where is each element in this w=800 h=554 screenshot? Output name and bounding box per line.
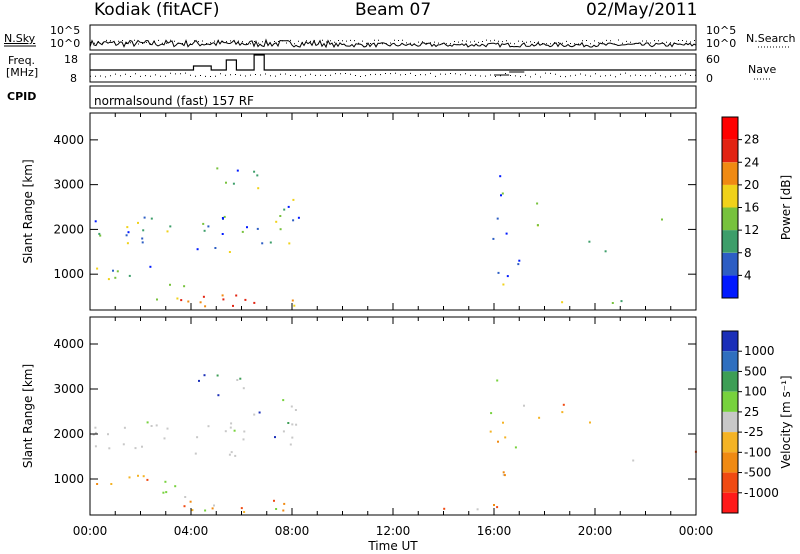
power-colorbar-tick-label: 24 (744, 155, 759, 169)
velocity-colorbar-tick-label: 25 (744, 405, 759, 419)
nave-tick-high: 60 (706, 53, 720, 66)
nsearch-label: N.Search (746, 32, 796, 45)
velocity-ytick-label: 2000 (53, 427, 84, 441)
freq-unit-label: [MHz] (6, 66, 39, 79)
velocity-colorbar-cell (722, 472, 738, 493)
power-panel-frame (89, 112, 697, 311)
power-ytick-label: 2000 (53, 222, 84, 236)
velocity-colorbar-tick-label: -100 (744, 445, 771, 459)
velocity-ytick-label: 3000 (53, 382, 84, 396)
nsky-tick-low: 10^0 (50, 37, 81, 50)
xtick-label: 00:00 (73, 524, 108, 538)
nave-tick-low: 0 (706, 72, 713, 85)
power-colorbar-tick-label: 16 (744, 201, 759, 215)
power-colorbar-tick-label: 28 (744, 133, 759, 147)
nsky-tick-high: 10^5 (50, 24, 81, 37)
nsky-trace (89, 38, 697, 49)
power-colorbar-cell (722, 139, 738, 163)
power-colorbar-cell (722, 275, 738, 298)
velocity-colorbar-cell (722, 411, 738, 433)
freq-tick-low: 8 (70, 72, 77, 85)
velocity-colorbar-frame (721, 330, 739, 514)
velocity-colorbar-cell (722, 351, 738, 372)
nsearch-trace (90, 39, 695, 45)
freq-label: Freq. (8, 54, 36, 67)
velocity-colorbar-tick-label: 100 (744, 385, 767, 399)
nsearch-tick-low: 10^0 (706, 37, 737, 50)
velocity-panel-frame (89, 316, 697, 516)
freq-tick-high: 18 (64, 53, 78, 66)
velocity-colorbar-tick-label: -1000 (744, 486, 779, 500)
page-title: Kodiak (fitACF) (94, 0, 220, 20)
beam-label: Beam 07 (355, 0, 432, 20)
cpid-label: CPID (7, 90, 37, 103)
velocity-ytick-label: 1000 (53, 472, 84, 486)
power-ytick-label: 4000 (53, 133, 84, 147)
velocity-colorbar-cell (722, 492, 738, 513)
nave-trace (90, 72, 696, 78)
power-colorbar-cell (722, 184, 738, 208)
power-colorbar-cell (722, 207, 738, 231)
power-colorbar-label: Power [dB] (779, 175, 793, 240)
power-ylabel: Slant Range [km] (21, 159, 35, 263)
velocity-colorbar-cell (722, 371, 738, 392)
power-colorbar-tick-label: 12 (744, 223, 759, 237)
velocity-colorbar-tick-label: -500 (744, 466, 771, 480)
power-ytick-label: 1000 (53, 267, 84, 281)
velocity-ytick-label: 4000 (53, 337, 84, 351)
velocity-ylabel: Slant Range [km] (21, 364, 35, 468)
nsky-label: N.Sky (4, 32, 36, 45)
nsky-panel-frame (89, 24, 697, 51)
power-panel (94, 167, 663, 308)
velocity-colorbar-tick-label: 1000 (744, 344, 775, 358)
freq-trace (90, 54, 696, 71)
velocity-colorbar-cell (722, 452, 738, 473)
freq-panel-frame (89, 53, 697, 83)
velocity-colorbar-tick-label: 500 (744, 364, 767, 378)
xtick-label: 04:00 (174, 524, 209, 538)
power-colorbar-cell (722, 252, 738, 276)
power-colorbar-tick-label: 8 (744, 246, 752, 260)
xtick-label: 12:00 (376, 524, 411, 538)
power-ytick-label: 3000 (53, 178, 84, 192)
xtick-label: 08:00 (275, 524, 310, 538)
power-colorbar-tick-label: 20 (744, 178, 759, 192)
velocity-panel (92, 374, 697, 513)
cpid-text: normalsound (fast) 157 RF (94, 94, 254, 108)
date-label: 02/May/2011 (586, 0, 698, 20)
velocity-colorbar-cell (722, 432, 738, 453)
velocity-colorbar-tick-label: -25 (744, 425, 764, 439)
nave-steps (494, 71, 525, 76)
nsearch-tick-high: 10^5 (706, 24, 737, 37)
power-colorbar-cell (722, 230, 738, 253)
xtick-label: 00:00 (679, 524, 714, 538)
cpid-panel-frame (89, 85, 697, 109)
power-colorbar-tick-label: 4 (744, 268, 752, 282)
xtick-label: 16:00 (477, 524, 512, 538)
power-colorbar-cell (722, 162, 738, 185)
xlabel: Time UT (367, 539, 418, 553)
nave-label: Nave (748, 63, 777, 76)
velocity-colorbar-cell (722, 331, 738, 352)
velocity-colorbar-label: Velocity [m s⁻¹] (779, 375, 793, 468)
xtick-label: 20:00 (578, 524, 613, 538)
power-colorbar-cell (722, 117, 738, 140)
velocity-colorbar-cell (722, 391, 738, 412)
